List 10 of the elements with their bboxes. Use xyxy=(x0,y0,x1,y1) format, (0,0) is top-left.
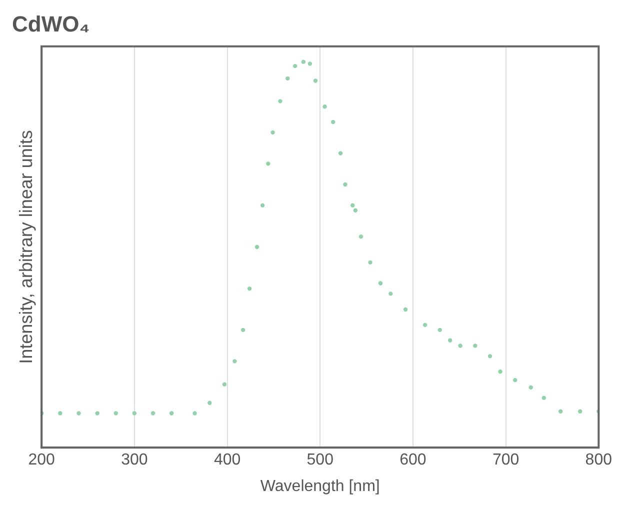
x-tick-label: 400 xyxy=(214,452,241,469)
x-tick-label: 600 xyxy=(400,452,426,469)
y-axis-title: Intensity, arbitrary linear units xyxy=(16,130,36,364)
x-tick-label: 200 xyxy=(28,452,56,469)
x-tick-label: 700 xyxy=(492,452,520,469)
chart-title: CdWO₄ xyxy=(12,11,90,36)
x-tick-label: 300 xyxy=(121,452,148,469)
x-tick-label: 500 xyxy=(306,452,334,469)
x-axis-title: Wavelength [nm] xyxy=(260,478,380,495)
x-tick-label: 800 xyxy=(585,452,612,469)
